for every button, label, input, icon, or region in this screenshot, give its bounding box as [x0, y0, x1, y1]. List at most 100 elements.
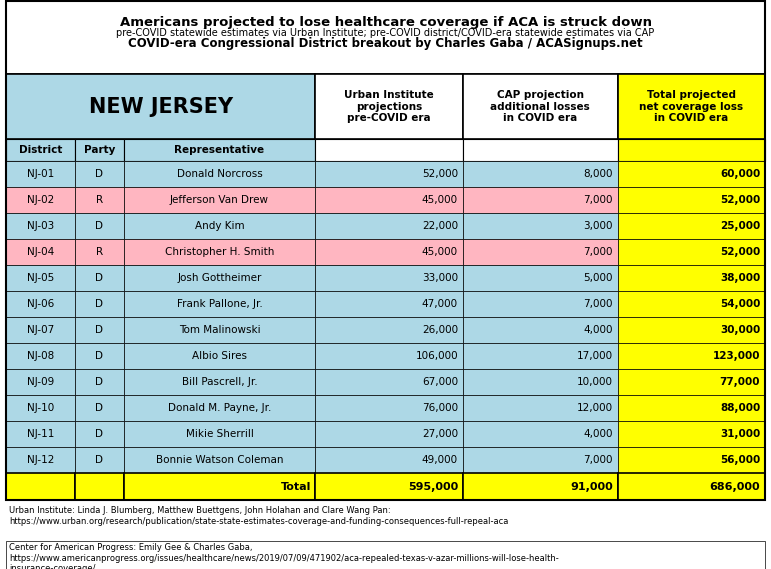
Text: 10,000: 10,000	[577, 377, 613, 387]
Text: Urban Institute
projections
pre-COVID era: Urban Institute projections pre-COVID er…	[344, 90, 434, 123]
Bar	[75, 343, 123, 369]
Bar	[463, 421, 618, 447]
Text: Center for American Progress: Emily Gee & Charles Gaba,
https://www.americanprog: Center for American Progress: Emily Gee …	[9, 543, 559, 569]
Text: Andy Kim: Andy Kim	[195, 221, 244, 231]
Bar	[315, 317, 463, 343]
Text: 12,000: 12,000	[577, 403, 613, 413]
Text: COVID-era Congressional District breakout by Charles Gaba / ACASignups.net: COVID-era Congressional District breakou…	[128, 37, 643, 50]
Text: Urban Institute: Linda J. Blumberg, Matthew Buettgens, John Holahan and Clare Wa: Urban Institute: Linda J. Blumberg, Matt…	[9, 506, 509, 526]
Bar	[123, 187, 315, 213]
Bar	[315, 74, 463, 139]
Text: 33,000: 33,000	[422, 273, 458, 283]
Bar	[123, 473, 315, 500]
Bar	[463, 161, 618, 187]
Text: 47,000: 47,000	[422, 299, 458, 309]
Text: D: D	[96, 169, 103, 179]
Bar	[123, 213, 315, 239]
Text: 38,000: 38,000	[720, 273, 760, 283]
Bar	[6, 139, 75, 161]
Text: D: D	[96, 273, 103, 283]
Text: NJ-12: NJ-12	[27, 455, 54, 465]
Bar	[618, 74, 765, 139]
Bar	[6, 317, 75, 343]
Bar	[6, 1, 765, 500]
Text: Total projected
net coverage loss
in COVID era: Total projected net coverage loss in COV…	[639, 90, 743, 123]
Bar	[6, 265, 75, 291]
Text: Representative: Representative	[174, 145, 264, 155]
Bar	[315, 447, 463, 473]
Bar	[463, 343, 618, 369]
Text: 4,000: 4,000	[584, 325, 613, 335]
Bar	[6, 161, 75, 187]
Text: Frank Pallone, Jr.: Frank Pallone, Jr.	[177, 299, 262, 309]
Bar	[463, 74, 618, 139]
Text: 30,000: 30,000	[720, 325, 760, 335]
Bar	[75, 473, 123, 500]
Text: 45,000: 45,000	[422, 247, 458, 257]
Bar	[463, 395, 618, 421]
Bar	[463, 139, 618, 161]
Bar	[315, 213, 463, 239]
Text: D: D	[96, 325, 103, 335]
Text: 52,000: 52,000	[720, 195, 760, 205]
Text: NJ-05: NJ-05	[27, 273, 54, 283]
Text: D: D	[96, 351, 103, 361]
Bar	[463, 213, 618, 239]
Bar	[315, 239, 463, 265]
Text: NJ-03: NJ-03	[27, 221, 54, 231]
Bar	[75, 369, 123, 395]
Bar	[75, 447, 123, 473]
Text: D: D	[96, 455, 103, 465]
Text: Total: Total	[281, 481, 311, 492]
Text: 7,000: 7,000	[584, 195, 613, 205]
Text: 54,000: 54,000	[720, 299, 760, 309]
Bar	[75, 291, 123, 317]
Bar	[6, 239, 75, 265]
Bar	[123, 395, 315, 421]
Text: 76,000: 76,000	[422, 403, 458, 413]
Text: 17,000: 17,000	[577, 351, 613, 361]
Bar	[6, 504, 765, 541]
Bar	[6, 473, 75, 500]
Text: Bonnie Watson Coleman: Bonnie Watson Coleman	[156, 455, 283, 465]
Bar	[618, 343, 765, 369]
Bar	[463, 447, 618, 473]
Bar	[463, 291, 618, 317]
Bar	[6, 541, 765, 569]
Bar	[618, 317, 765, 343]
Bar	[463, 473, 618, 500]
Bar	[315, 473, 463, 500]
Text: 56,000: 56,000	[720, 455, 760, 465]
Bar	[6, 421, 75, 447]
Text: NJ-04: NJ-04	[27, 247, 54, 257]
Text: NJ-08: NJ-08	[27, 351, 54, 361]
Bar	[123, 291, 315, 317]
Text: Bill Pascrell, Jr.: Bill Pascrell, Jr.	[182, 377, 258, 387]
Text: 52,000: 52,000	[720, 247, 760, 257]
Text: 52,000: 52,000	[422, 169, 458, 179]
Bar	[463, 317, 618, 343]
Text: 25,000: 25,000	[720, 221, 760, 231]
Bar	[75, 265, 123, 291]
Bar	[315, 139, 463, 161]
Text: 686,000: 686,000	[709, 481, 760, 492]
Text: NEW JERSEY: NEW JERSEY	[89, 97, 233, 117]
Bar	[6, 447, 75, 473]
Text: 31,000: 31,000	[720, 429, 760, 439]
Bar	[6, 395, 75, 421]
Bar	[123, 343, 315, 369]
Bar	[618, 265, 765, 291]
Bar	[123, 161, 315, 187]
Text: 67,000: 67,000	[422, 377, 458, 387]
Text: D: D	[96, 429, 103, 439]
Bar	[315, 343, 463, 369]
Text: Christopher H. Smith: Christopher H. Smith	[165, 247, 274, 257]
Text: 5,000: 5,000	[584, 273, 613, 283]
Bar	[6, 369, 75, 395]
Text: 91,000: 91,000	[571, 481, 613, 492]
Text: Donald Norcross: Donald Norcross	[177, 169, 262, 179]
Text: 7,000: 7,000	[584, 299, 613, 309]
Bar	[123, 369, 315, 395]
Bar	[463, 265, 618, 291]
Text: 77,000: 77,000	[719, 377, 760, 387]
